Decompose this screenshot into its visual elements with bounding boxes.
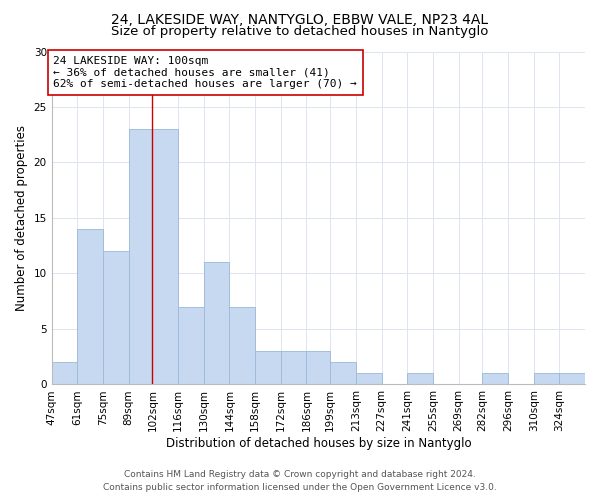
Text: 24 LAKESIDE WAY: 100sqm
← 36% of detached houses are smaller (41)
62% of semi-de: 24 LAKESIDE WAY: 100sqm ← 36% of detache… (53, 56, 357, 89)
Text: 24, LAKESIDE WAY, NANTYGLO, EBBW VALE, NP23 4AL: 24, LAKESIDE WAY, NANTYGLO, EBBW VALE, N… (112, 12, 488, 26)
Bar (204, 262, 229, 384)
Text: Size of property relative to detached houses in Nantyglo: Size of property relative to detached ho… (112, 25, 488, 38)
Bar (229, 307, 255, 384)
Bar (559, 374, 585, 384)
Bar (52, 362, 77, 384)
Bar (407, 374, 433, 384)
Bar (152, 129, 178, 384)
Bar (330, 362, 356, 384)
X-axis label: Distribution of detached houses by size in Nantyglo: Distribution of detached houses by size … (166, 437, 471, 450)
Bar (356, 374, 382, 384)
Bar (281, 351, 307, 384)
Text: Contains HM Land Registry data © Crown copyright and database right 2024.
Contai: Contains HM Land Registry data © Crown c… (103, 470, 497, 492)
Bar (178, 307, 204, 384)
Bar (482, 374, 508, 384)
Bar (255, 351, 281, 384)
Y-axis label: Number of detached properties: Number of detached properties (15, 125, 28, 311)
Bar (307, 351, 330, 384)
Bar (77, 229, 103, 384)
Bar (533, 374, 559, 384)
Bar (103, 252, 128, 384)
Bar (128, 129, 152, 384)
